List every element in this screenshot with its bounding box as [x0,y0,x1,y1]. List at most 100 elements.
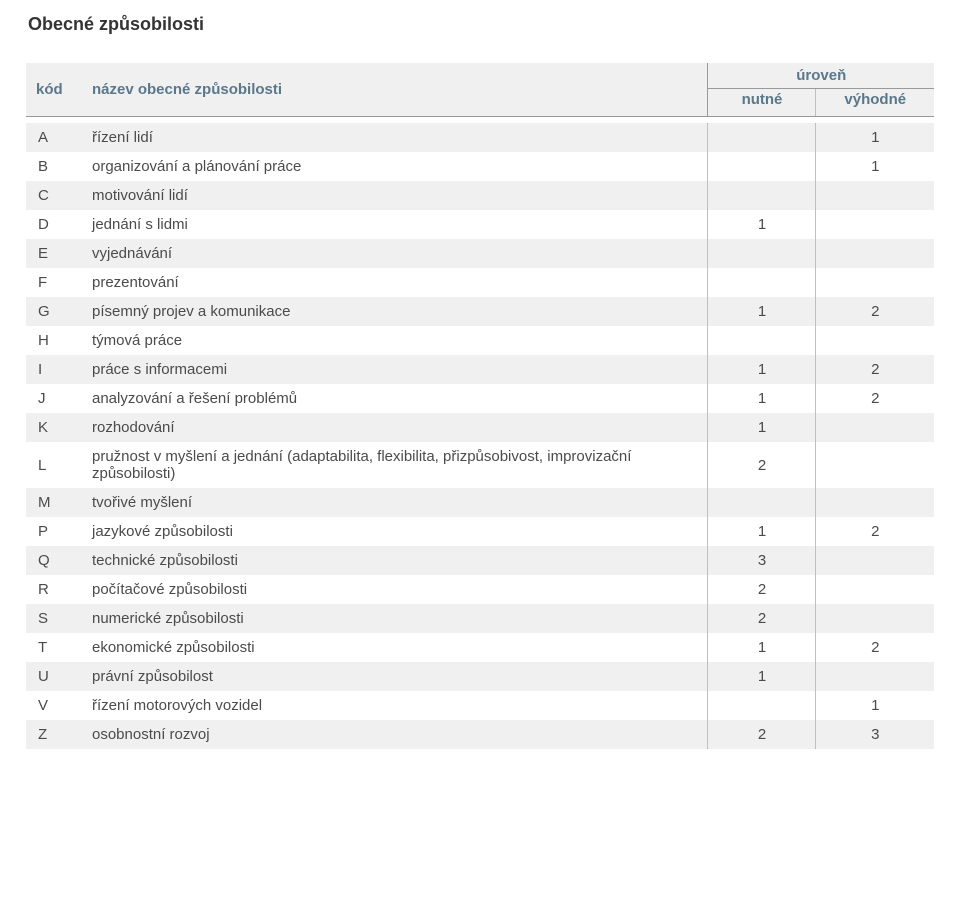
table-row: Qtechnické způsobilosti3 [26,546,934,575]
cell-nutne [708,152,816,181]
col-header-nazev: název obecné způsobilosti [82,63,708,117]
table-row: Snumerické způsobilosti2 [26,604,934,633]
cell-nutne: 2 [708,720,816,749]
cell-vyhodne: 2 [816,633,934,662]
cell-kod: I [26,355,82,384]
cell-kod: V [26,691,82,720]
col-header-nutne: nutné [708,89,816,117]
cell-vyhodne: 2 [816,517,934,546]
cell-nutne [708,268,816,297]
cell-vyhodne [816,488,934,517]
cell-vyhodne [816,546,934,575]
cell-kod: R [26,575,82,604]
cell-kod: L [26,442,82,488]
cell-vyhodne [816,575,934,604]
cell-kod: J [26,384,82,413]
table-row: Janalyzování a řešení problémů12 [26,384,934,413]
cell-vyhodne [816,662,934,691]
table-body: Ařízení lidí1Borganizování a plánování p… [26,117,934,750]
cell-vyhodne [816,268,934,297]
cell-nazev: řízení motorových vozidel [82,691,708,720]
cell-vyhodne: 1 [816,123,934,152]
cell-nazev: řízení lidí [82,123,708,152]
table-row: Evyjednávání [26,239,934,268]
cell-kod: E [26,239,82,268]
cell-nazev: počítačové způsobilosti [82,575,708,604]
cell-nutne [708,326,816,355]
cell-kod: H [26,326,82,355]
cell-nazev: osobnostní rozvoj [82,720,708,749]
cell-vyhodne [816,413,934,442]
cell-vyhodne [816,326,934,355]
cell-nazev: ekonomické způsobilosti [82,633,708,662]
page-container: Obecné způsobilosti kód název obecné způ… [0,0,960,779]
cell-nutne [708,123,816,152]
cell-vyhodne: 1 [816,691,934,720]
table-row: Mtvořivé myšlení [26,488,934,517]
cell-kod: C [26,181,82,210]
cell-nazev: technické způsobilosti [82,546,708,575]
cell-vyhodne [816,181,934,210]
cell-nazev: rozhodování [82,413,708,442]
table-row: Ařízení lidí1 [26,123,934,152]
table-row: Lpružnost v myšlení a jednání (adaptabil… [26,442,934,488]
page-heading: Obecné způsobilosti [28,14,934,35]
cell-nutne [708,691,816,720]
cell-nazev: prezentování [82,268,708,297]
table-row: Cmotivování lidí [26,181,934,210]
cell-nazev: práce s informacemi [82,355,708,384]
cell-kod: K [26,413,82,442]
col-header-uroven: úroveň [708,63,934,89]
cell-nazev: písemný projev a komunikace [82,297,708,326]
cell-nazev: numerické způsobilosti [82,604,708,633]
table-row: Uprávní způsobilost1 [26,662,934,691]
cell-nazev: analyzování a řešení problémů [82,384,708,413]
cell-nazev: týmová práce [82,326,708,355]
table-row: Rpočítačové způsobilosti2 [26,575,934,604]
table-row: Htýmová práce [26,326,934,355]
cell-nutne: 1 [708,633,816,662]
cell-nutne: 2 [708,575,816,604]
table-row: Zosobnostní rozvoj23 [26,720,934,749]
cell-kod: S [26,604,82,633]
cell-nutne: 2 [708,442,816,488]
cell-nazev: jazykové způsobilosti [82,517,708,546]
cell-vyhodne [816,604,934,633]
cell-nutne: 1 [708,517,816,546]
cell-nutne: 1 [708,662,816,691]
cell-nutne: 1 [708,297,816,326]
cell-vyhodne [816,442,934,488]
cell-vyhodne: 2 [816,355,934,384]
col-header-kod: kód [26,63,82,117]
col-header-vyhodne: výhodné [816,89,934,117]
cell-vyhodne [816,210,934,239]
cell-nutne: 3 [708,546,816,575]
table-row: Gpísemný projev a komunikace12 [26,297,934,326]
cell-nutne: 1 [708,355,816,384]
cell-nazev: jednání s lidmi [82,210,708,239]
cell-nutne: 1 [708,210,816,239]
cell-nutne [708,488,816,517]
cell-vyhodne [816,239,934,268]
cell-kod: Q [26,546,82,575]
table-row: Fprezentování [26,268,934,297]
cell-kod: Z [26,720,82,749]
cell-vyhodne: 2 [816,297,934,326]
cell-nazev: motivování lidí [82,181,708,210]
cell-nutne [708,181,816,210]
cell-kod: M [26,488,82,517]
cell-kod: G [26,297,82,326]
cell-kod: F [26,268,82,297]
cell-nazev: právní způsobilost [82,662,708,691]
cell-nutne: 1 [708,413,816,442]
table-row: Djednání s lidmi1 [26,210,934,239]
cell-nazev: vyjednávání [82,239,708,268]
cell-nutne: 2 [708,604,816,633]
table-row: Tekonomické způsobilosti12 [26,633,934,662]
table-row: Ipráce s informacemi12 [26,355,934,384]
cell-kod: D [26,210,82,239]
cell-nutne [708,239,816,268]
cell-nazev: tvořivé myšlení [82,488,708,517]
table-row: Krozhodování1 [26,413,934,442]
competencies-table: kód název obecné způsobilosti úroveň nut… [26,63,934,749]
